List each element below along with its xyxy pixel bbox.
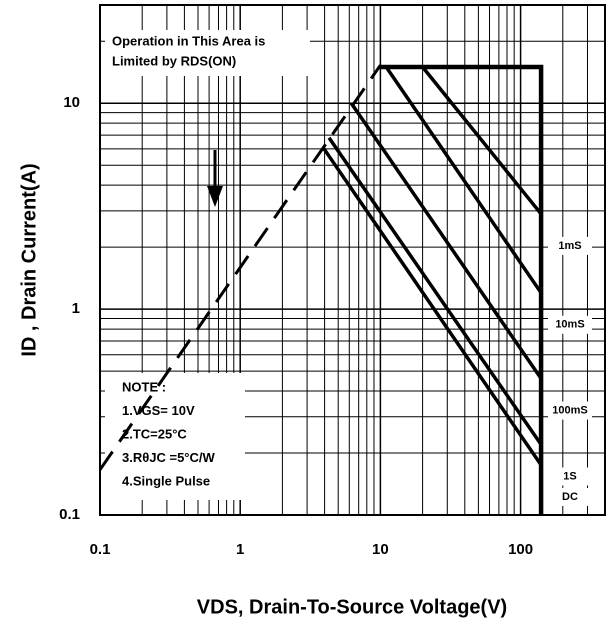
series-label-bg (548, 236, 592, 255)
series-line (321, 146, 543, 466)
boundary-line (98, 64, 382, 471)
note: 2.TC=25°C (122, 426, 187, 441)
series-label-bg (548, 467, 592, 486)
note-box (105, 373, 245, 500)
note: 1.VGS= 10V (122, 403, 195, 418)
series-label-bg (548, 315, 592, 334)
series-line (327, 136, 543, 446)
annotation: Limited by RDS(ON) (112, 53, 236, 68)
series-label: 100mS (552, 404, 587, 416)
series-label-bg (548, 487, 592, 506)
note: NOTE : (122, 379, 166, 394)
series-label: DC (562, 491, 578, 503)
y-tick-label: 10 (63, 94, 80, 111)
y-axis-label: ID , Drain Current(A) (18, 163, 40, 356)
y-tick-label: 0.1 (59, 506, 80, 523)
note: 3.RθJC =5°C/W (122, 450, 216, 465)
boundary-line (380, 64, 544, 515)
series-label: 1mS (558, 240, 581, 252)
note: 4.Single Pulse (122, 473, 210, 488)
series-label-bg (548, 401, 592, 420)
x-axis-label: VDS, Drain-To-Source Voltage(V) (197, 596, 507, 618)
series-label: 10mS (555, 319, 584, 331)
x-tick-label: 1 (236, 541, 244, 558)
arrow-head (207, 186, 223, 207)
series-line (349, 102, 543, 380)
x-tick-label: 100 (508, 541, 533, 558)
y-tick-label: 1 (72, 300, 80, 317)
series-label: 1S (563, 470, 576, 482)
series-line (384, 65, 543, 294)
x-tick-label: 0.1 (90, 541, 111, 558)
annotation: Operation in This Area is (112, 33, 265, 48)
plot-frame (99, 4, 606, 516)
series-line (421, 65, 543, 216)
annotation-box (105, 30, 310, 76)
x-tick-label: 10 (372, 541, 389, 558)
